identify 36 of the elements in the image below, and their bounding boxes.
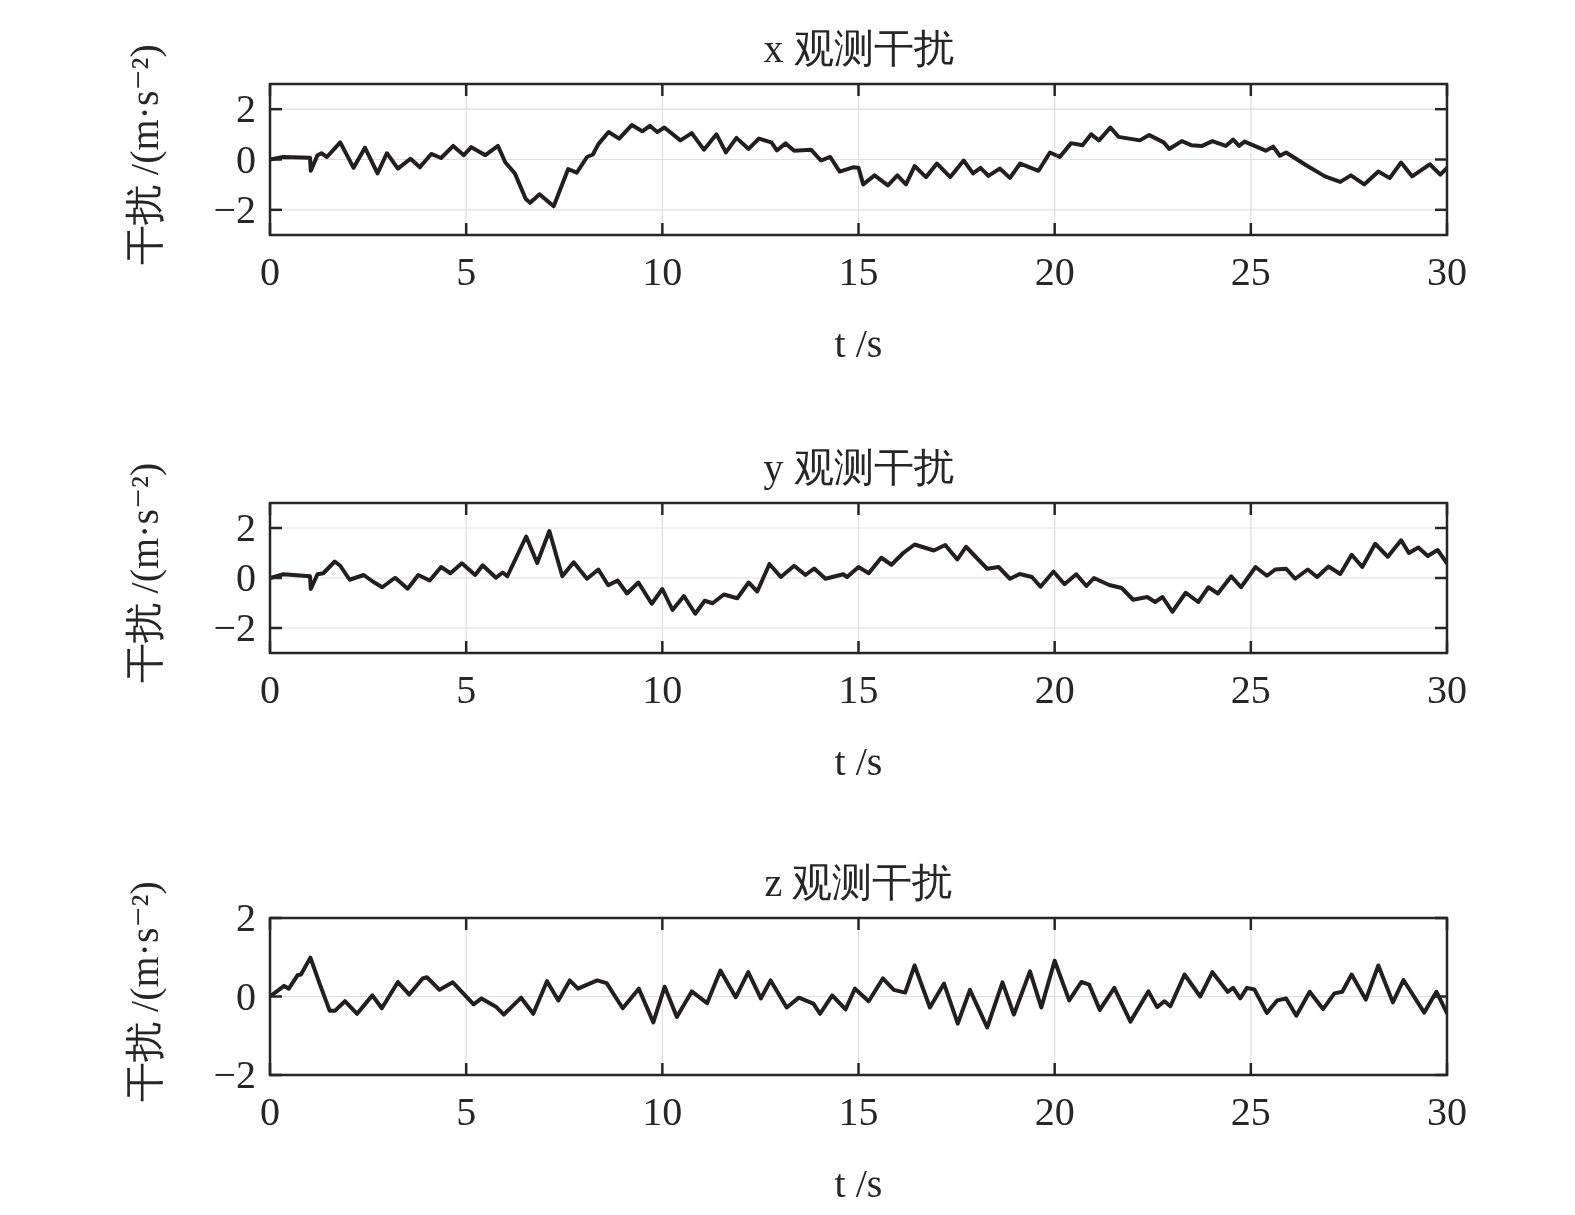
x-axis-title: t /s	[834, 321, 883, 366]
x-tick-label: 20	[1034, 667, 1075, 712]
y-tick-label: −2	[213, 186, 256, 232]
x-tick-label: 10	[642, 1089, 683, 1134]
x-tick-label: 15	[838, 249, 879, 294]
x-axis-title: t /s	[834, 739, 883, 784]
x-tick-label: 20	[1034, 249, 1075, 294]
y-tick-label: 2	[236, 505, 256, 550]
x-tick-label: 10	[642, 667, 683, 712]
x-axis-title: t /s	[834, 1161, 883, 1206]
x-tick-label: 15	[838, 667, 879, 712]
x-tick-label: 15	[838, 1089, 879, 1134]
x-tick-label: 5	[456, 1089, 477, 1134]
y-axis-title: 干扰 /(m·s⁻²)	[122, 44, 167, 265]
x-tick-label: 25	[1230, 249, 1271, 294]
chart-title: y 观测干扰	[763, 445, 954, 490]
x-tick-label: 5	[456, 249, 477, 294]
chart-title: x 观测干扰	[763, 26, 954, 71]
x-tick-label: 30	[1427, 249, 1467, 294]
y-tick-label: 0	[236, 136, 256, 182]
x-tick-label: 25	[1230, 667, 1271, 712]
y-tick-label: 2	[236, 86, 256, 132]
y-tick-label: −2	[213, 605, 256, 650]
x-tick-label: 5	[456, 667, 477, 712]
x-tick-label: 30	[1427, 1089, 1467, 1134]
y-tick-label: 0	[236, 555, 256, 600]
x-tick-label: 20	[1034, 1089, 1075, 1134]
y-axis-title: 干扰 /(m·s⁻²)	[122, 881, 167, 1102]
x-tick-label: 25	[1230, 1089, 1271, 1134]
x-tick-label: 30	[1427, 667, 1467, 712]
chart-title: z 观测干扰	[764, 860, 953, 905]
y-tick-label: 0	[236, 973, 256, 1019]
y-axis-title: 干扰 /(m·s⁻²)	[122, 462, 167, 684]
y-tick-label: 2	[236, 895, 256, 940]
y-tick-label: −2	[213, 1052, 256, 1097]
x-tick-label: 10	[642, 249, 683, 294]
